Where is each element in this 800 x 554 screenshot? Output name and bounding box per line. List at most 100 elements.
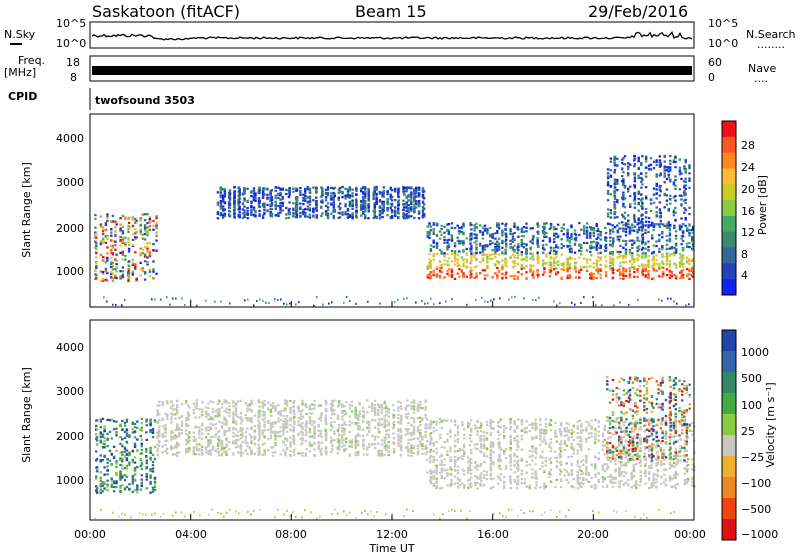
range-time-cell	[373, 202, 376, 205]
range-time-cell	[136, 488, 139, 491]
range-time-cell	[139, 217, 142, 220]
range-time-cell	[665, 194, 669, 197]
range-time-cell	[616, 238, 619, 241]
range-time-cell	[115, 260, 118, 263]
range-time-cell	[609, 258, 612, 261]
range-time-cell	[171, 436, 175, 439]
range-time-cell	[143, 227, 147, 230]
range-time-cell	[149, 451, 152, 454]
range-time-cell	[308, 436, 312, 439]
range-time-cell	[583, 265, 586, 268]
range-time-cell	[250, 435, 253, 438]
range-time-cell	[222, 213, 225, 216]
range-time-cell	[475, 276, 478, 279]
noise-cell	[244, 299, 246, 302]
range-time-cell	[435, 273, 439, 276]
range-time-cell	[516, 247, 519, 250]
range-time-cell	[609, 216, 613, 219]
range-time-cell	[201, 449, 204, 452]
range-time-cell	[241, 434, 244, 437]
range-time-cell	[325, 422, 328, 425]
range-time-cell	[131, 480, 134, 483]
range-time-cell	[110, 477, 113, 480]
range-time-cell	[390, 217, 394, 220]
range-time-cell	[344, 210, 347, 214]
range-time-cell	[149, 491, 152, 494]
range-time-cell	[583, 257, 586, 260]
range-time-cell	[465, 265, 468, 268]
range-time-cell	[548, 238, 552, 241]
range-time-cell	[104, 235, 108, 238]
range-time-cell	[516, 251, 519, 255]
range-time-cell	[453, 251, 457, 254]
range-time-cell	[618, 239, 621, 243]
range-time-cell	[317, 429, 320, 432]
range-time-cell	[220, 406, 224, 409]
range-time-cell	[453, 254, 457, 257]
range-time-cell	[337, 198, 340, 201]
range-time-cell	[511, 253, 515, 256]
range-time-cell	[325, 439, 328, 442]
range-time-cell	[110, 485, 113, 488]
range-time-cell	[289, 409, 292, 412]
range-time-cell	[320, 205, 323, 208]
range-time-cell	[258, 405, 261, 408]
range-time-cell	[375, 200, 378, 204]
range-time-cell	[549, 262, 553, 265]
range-time-cell	[674, 275, 678, 278]
range-time-cell	[195, 443, 198, 446]
noise-cell	[268, 302, 270, 304]
range-time-cell	[553, 232, 556, 235]
range-time-cell	[344, 197, 347, 200]
range-time-cell	[674, 251, 678, 254]
velocity-panel: Slant Range [km] 1000 2000 3000 4000 Vel…	[20, 319, 778, 541]
range-time-cell	[121, 252, 125, 255]
range-time-cell	[343, 429, 346, 432]
range-time-cell	[644, 252, 647, 255]
range-time-cell	[486, 266, 489, 269]
range-time-cell	[223, 451, 226, 454]
range-time-cell	[301, 431, 304, 434]
range-time-cell	[678, 224, 682, 227]
range-time-cell	[216, 442, 220, 445]
range-time-cell	[616, 189, 619, 192]
range-time-cell	[505, 238, 508, 241]
range-time-cell	[320, 413, 323, 416]
range-time-cell	[549, 246, 553, 249]
range-time-cell	[470, 260, 473, 263]
range-time-cell	[595, 277, 598, 280]
range-time-cell	[136, 466, 139, 469]
range-time-cell	[432, 223, 435, 226]
range-time-cell	[119, 238, 122, 241]
range-time-cell	[531, 272, 534, 275]
range-time-cell	[475, 252, 478, 255]
range-time-cell	[429, 229, 433, 232]
range-time-cell	[111, 268, 115, 271]
range-time-cell	[187, 441, 190, 444]
range-time-cell	[517, 249, 520, 252]
range-time-cell	[556, 223, 560, 226]
range-time-cell	[101, 490, 105, 493]
range-time-cell	[313, 436, 316, 439]
range-time-cell	[216, 431, 220, 434]
range-time-cell	[341, 438, 344, 441]
range-time-cell	[659, 216, 662, 219]
range-time-cell	[465, 237, 468, 240]
range-time-cell	[140, 417, 143, 420]
range-time-cell	[604, 273, 608, 276]
range-time-cell	[494, 242, 497, 245]
range-time-cell	[110, 452, 113, 455]
range-time-cell	[641, 233, 645, 236]
range-time-cell	[170, 430, 173, 433]
range-time-cell	[597, 233, 600, 236]
range-time-cell	[110, 220, 113, 223]
range-time-cell	[658, 234, 661, 237]
range-time-cell	[367, 197, 370, 200]
range-time-cell	[549, 249, 553, 252]
range-time-cell	[134, 228, 137, 231]
range-time-cell	[520, 273, 523, 276]
range-time-cell	[623, 186, 627, 189]
range-time-cell	[609, 169, 613, 172]
range-time-cell	[269, 203, 272, 206]
range-time-cell	[332, 203, 335, 207]
